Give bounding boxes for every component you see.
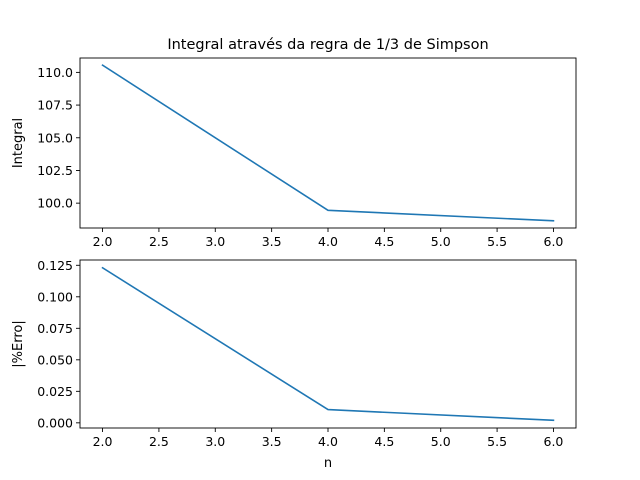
x-axis-label: n [324,456,332,471]
y-tick-label: 0.050 [37,352,73,367]
y-tick-label: 107.5 [37,98,73,113]
chart-title: Integral através da regra de 1/3 de Simp… [167,37,488,53]
x-tick-label: 3.5 [262,434,282,449]
x-tick-label: 5.5 [487,234,507,249]
y-tick-label: 0.000 [37,415,73,430]
y-tick-label: 105.0 [37,130,73,145]
x-tick-label: 2.0 [93,434,113,449]
x-tick-label: 2.5 [149,234,169,249]
x-tick-label: 4.5 [374,434,394,449]
x-tick-label: 3.0 [205,234,225,249]
x-tick-label: 6.0 [544,434,564,449]
y-tick-label: 0.025 [37,384,73,399]
y-axis-label: |%Erro| [11,320,26,367]
plot-integral: 2.0 2.5 3.0 3.5 4.0 4.5 5.0 5.5 6.0 100.0 102.5 105… [11,57,577,249]
plot-error: 2.0 2.5 3.0 3.5 4.0 4.5 5.0 5.5 6.0 0.000 0.025 0.0… [11,258,577,471]
x-tick-label: 5.0 [431,234,451,249]
x-tick-label: 5.5 [487,434,507,449]
y-tick-label: 100.0 [37,196,73,211]
y-tick-label: 0.125 [37,258,73,273]
x-tick-label: 4.0 [318,234,338,249]
x-tick-label: 3.0 [205,434,225,449]
y-tick-label: 0.100 [37,289,73,304]
x-tick-label: 3.5 [262,234,282,249]
x-tick-label: 2.0 [93,234,113,249]
x-tick-label: 5.0 [431,434,451,449]
axes-frame [79,259,577,429]
y-tick-label: 110.0 [37,65,73,80]
y-tick-label: 0.075 [37,321,73,336]
x-tick-label: 6.0 [544,234,564,249]
y-axis-label: Integral [11,118,26,168]
x-tick-label: 4.5 [374,234,394,249]
axes-frame [79,57,577,229]
x-tick-label: 2.5 [149,434,169,449]
x-tick-label: 4.0 [318,434,338,449]
y-tick-label: 102.5 [37,163,73,178]
